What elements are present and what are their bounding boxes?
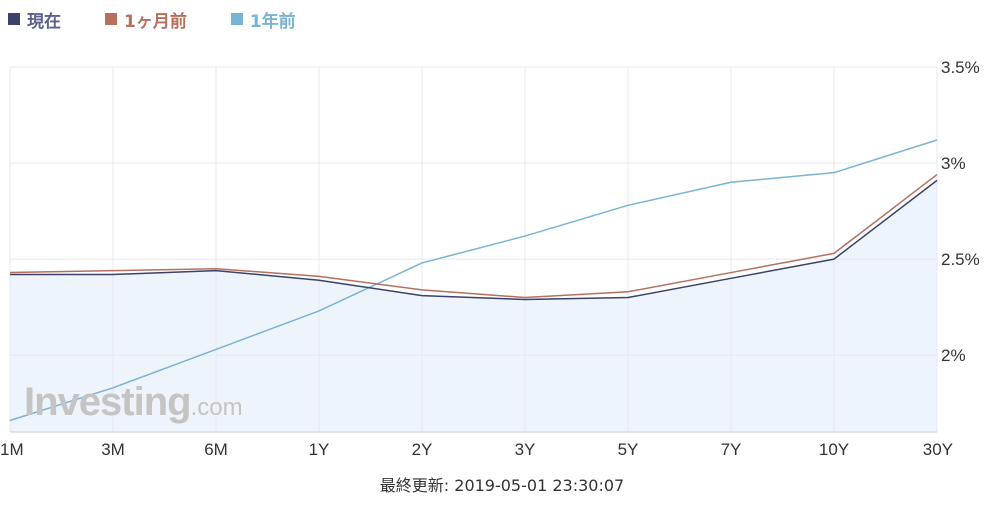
x-tick-label-7Y: 7Y: [721, 440, 742, 459]
series-line-現在: [10, 179, 938, 301]
last-updated-text: 最終更新: 2019-05-01 23:30:07: [379, 476, 625, 495]
series-line-1ヶ月前: [9, 173, 938, 299]
logo-sub-text: .com: [190, 394, 243, 421]
legend-swatch-current: [8, 13, 20, 25]
y-tick-label-3.5%: 3.5%: [941, 58, 980, 77]
area-fill-現在: [10, 180, 937, 432]
x-tick-label-30Y: 30Y: [923, 440, 953, 459]
y-tick-label-2%: 2%: [941, 346, 966, 365]
legend: 現在 1ヶ月前 1年前: [8, 6, 340, 32]
x-tick-label-5Y: 5Y: [618, 440, 639, 459]
legend-label-current: 現在: [27, 11, 61, 32]
investing-logo: Investing.com: [24, 380, 243, 425]
y-tick-label-2.5%: 2.5%: [941, 250, 980, 269]
legend-swatch-1-month-ago: [105, 13, 117, 25]
legend-item-1-year-ago[interactable]: 1年前: [230, 7, 296, 32]
x-tick-label-10Y: 10Y: [819, 440, 849, 459]
logo-main-text: Investing: [24, 380, 192, 424]
series-line-1年前: [9, 139, 938, 422]
legend-label-1-year-ago: 1年前: [249, 11, 296, 32]
x-tick-label-6M: 6M: [204, 440, 228, 459]
legend-item-1-month-ago[interactable]: 1ヶ月前: [105, 7, 187, 32]
legend-label-1-month-ago: 1ヶ月前: [124, 11, 187, 32]
x-tick-label-2Y: 2Y: [412, 440, 433, 459]
x-tick-label-1M: 1M: [0, 440, 24, 459]
x-tick-label-3M: 3M: [101, 440, 125, 459]
x-tick-label-3Y: 3Y: [515, 440, 536, 459]
legend-swatch-1-year-ago: [230, 13, 243, 25]
x-tick-label-1Y: 1Y: [309, 440, 330, 459]
legend-item-current[interactable]: 現在: [8, 7, 61, 32]
y-tick-label-3%: 3%: [941, 154, 966, 173]
